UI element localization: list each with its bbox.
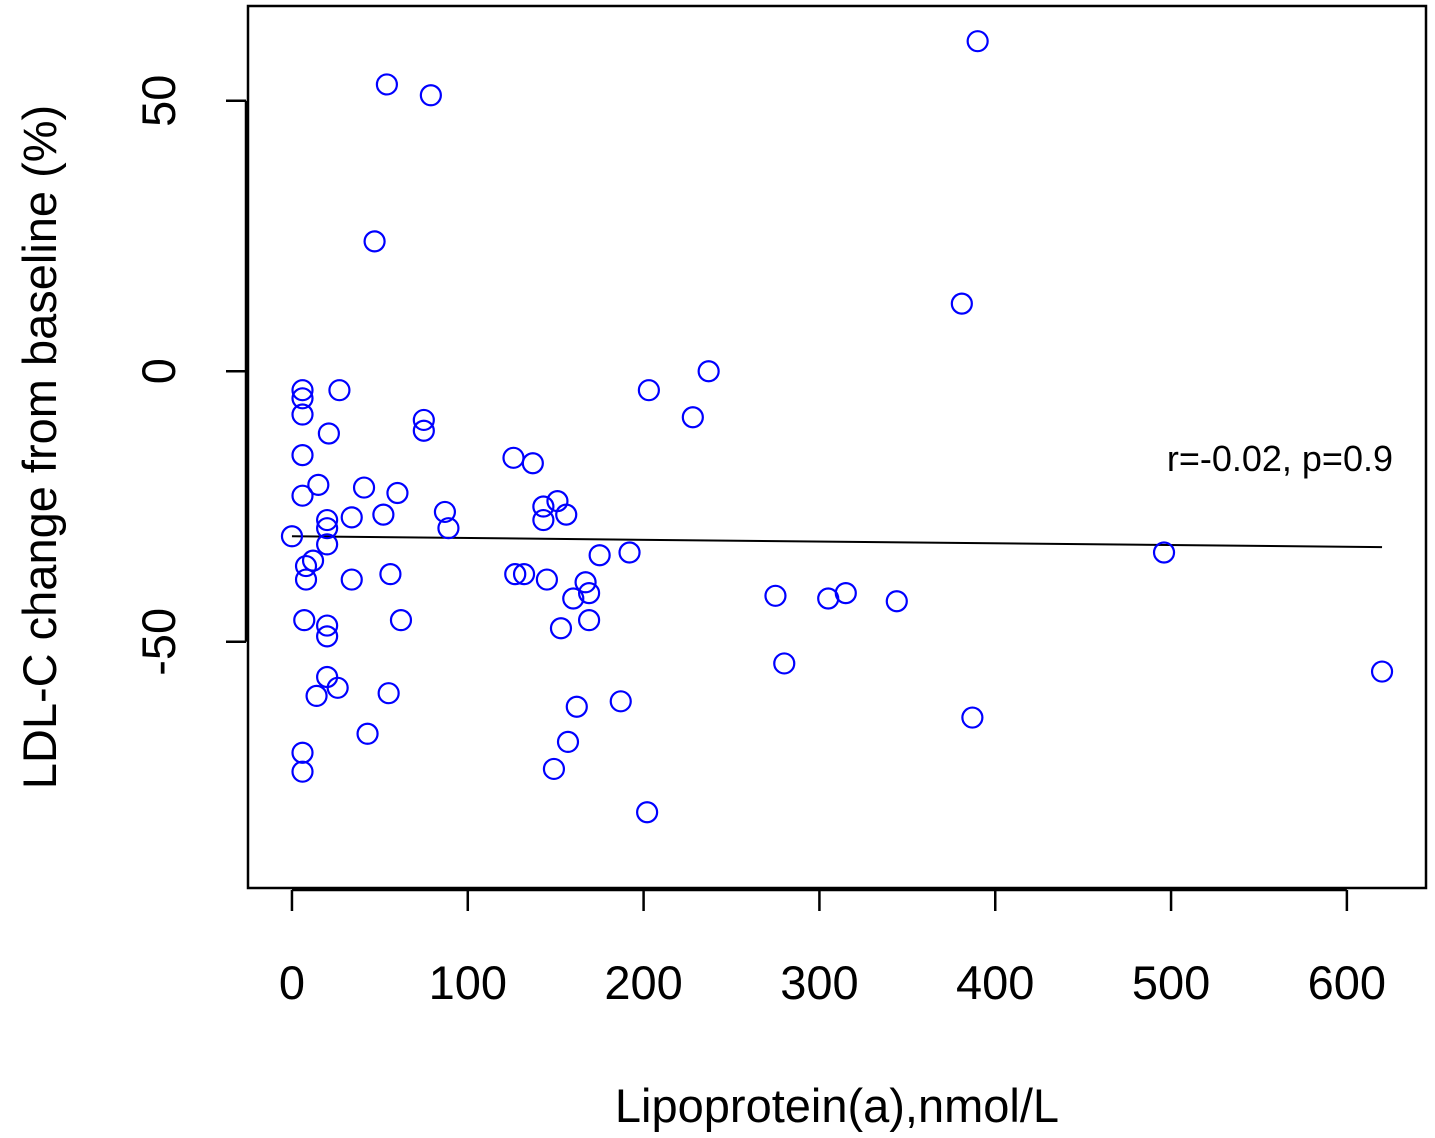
data-point (419, 84, 442, 107)
data-point (377, 682, 400, 705)
data-point (305, 684, 328, 708)
data-point (316, 533, 339, 556)
x-tick-label: 400 (956, 956, 1034, 1009)
data-point (363, 230, 386, 253)
data-point (412, 419, 435, 442)
data-point (681, 406, 704, 429)
data-point (291, 484, 314, 507)
data-point (697, 360, 720, 383)
data-point (1152, 541, 1176, 564)
x-axis-label: Lipoprotein(a),nmol/L (615, 1079, 1059, 1132)
data-point (504, 563, 527, 586)
data-point (291, 379, 314, 402)
data-point (961, 706, 984, 729)
data-point (542, 757, 566, 781)
data-point (885, 590, 908, 613)
data-point (637, 379, 660, 402)
data-point (372, 503, 395, 526)
data-point (577, 581, 601, 605)
data-point (773, 652, 796, 675)
data-point (356, 722, 379, 745)
data-point (375, 73, 398, 96)
data-point (379, 563, 402, 586)
data-point (555, 503, 578, 526)
data-point (316, 614, 339, 637)
regression-line (291, 535, 1383, 549)
y-axis: -50 0 50 (132, 75, 248, 676)
data-point (532, 495, 555, 518)
x-tick-label: 500 (1132, 956, 1210, 1009)
data-point (293, 609, 316, 632)
data-point (316, 517, 339, 540)
data-point (326, 676, 349, 699)
data-point (521, 452, 544, 475)
data-point (950, 292, 973, 315)
y-axis-label: LDL-C change from baseline (%) (13, 105, 66, 789)
y-tick-label: 50 (132, 75, 185, 127)
data-point (389, 609, 413, 632)
data-point (328, 379, 351, 402)
x-axis: 0 100 200 300 400 500 600 (279, 888, 1386, 1009)
data-points (280, 30, 1394, 824)
data-point (352, 476, 376, 499)
data-point (291, 387, 314, 410)
data-point (834, 581, 857, 605)
data-point (966, 30, 989, 53)
data-point (291, 760, 314, 783)
data-point (618, 541, 641, 564)
correlation-annotation: r=-0.02, p=0.9 (1167, 438, 1393, 479)
data-point (294, 554, 318, 578)
data-point (574, 571, 597, 594)
x-tick-label: 600 (1308, 956, 1386, 1009)
data-point (549, 617, 573, 640)
x-tick-label: 0 (279, 956, 305, 1009)
data-point (437, 517, 460, 540)
data-point (386, 481, 409, 505)
data-point (294, 568, 318, 591)
data-point (340, 568, 363, 591)
data-point (316, 625, 339, 648)
data-point (412, 408, 435, 432)
data-point (1370, 660, 1394, 683)
x-tick-label: 200 (604, 956, 682, 1009)
regression-line-group (291, 535, 1383, 549)
data-point (280, 525, 304, 548)
data-point (636, 801, 659, 824)
y-tick-label: 0 (132, 358, 185, 384)
data-point (433, 500, 457, 524)
y-tick-label: -50 (132, 608, 185, 676)
data-point (307, 473, 330, 496)
x-tick-label: 100 (429, 956, 507, 1009)
data-point (340, 506, 363, 529)
data-point (316, 508, 339, 532)
data-point (301, 549, 325, 572)
data-point (588, 544, 611, 567)
data-point (562, 587, 585, 610)
data-point (532, 508, 555, 532)
plot-frame (246, 4, 1428, 890)
data-point (291, 403, 314, 426)
data-point (317, 422, 340, 445)
data-point (556, 730, 580, 754)
data-point (512, 563, 536, 586)
data-point (577, 609, 601, 632)
x-tick-label: 300 (780, 956, 858, 1009)
data-point (535, 568, 558, 591)
data-point (565, 695, 588, 718)
data-point (291, 444, 314, 467)
data-point (764, 584, 787, 607)
data-point (609, 690, 632, 713)
